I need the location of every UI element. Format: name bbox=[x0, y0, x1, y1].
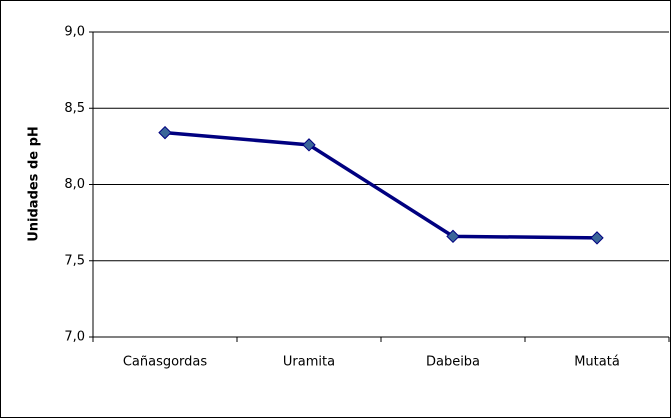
y-tick-label: 7,5 bbox=[64, 253, 85, 268]
y-tick-label: 8,0 bbox=[64, 177, 85, 192]
x-tick-label: Mutatá bbox=[574, 355, 620, 370]
line-series bbox=[164, 130, 598, 240]
y-axis-label: Unidades de pH bbox=[27, 126, 42, 242]
marker bbox=[446, 229, 460, 244]
x-tick-label: Uramita bbox=[283, 355, 335, 370]
marker bbox=[590, 231, 604, 245]
x-tick-label: Cañasgordas bbox=[123, 355, 208, 370]
marker bbox=[302, 138, 316, 152]
y-tick-label: 8,5 bbox=[64, 101, 85, 116]
marker bbox=[158, 125, 172, 140]
y-tick-label: 9,0 bbox=[64, 25, 85, 40]
x-tick-label: Dabeiba bbox=[426, 355, 480, 370]
y-tick-label: 7,0 bbox=[64, 330, 85, 345]
